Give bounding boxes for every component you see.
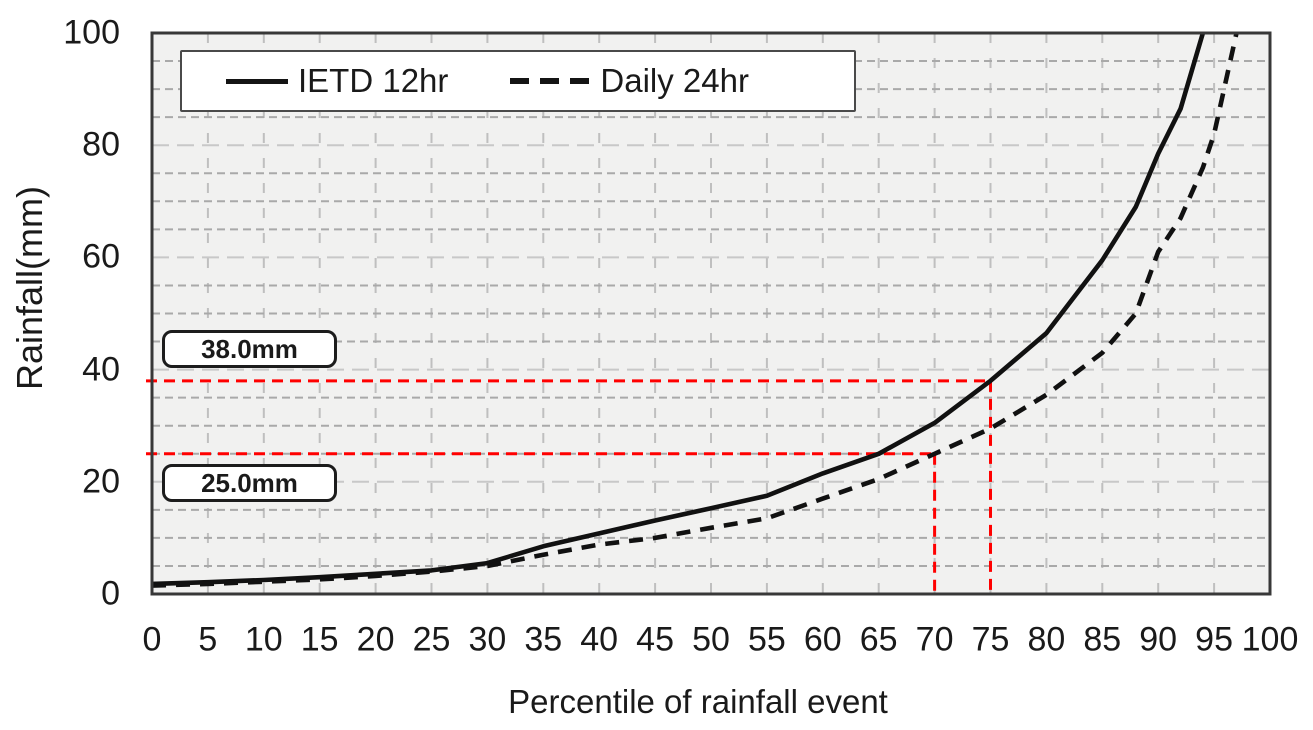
x-tick-label: 25 — [412, 620, 451, 659]
x-tick-label: 40 — [580, 620, 619, 659]
x-tick-label: 55 — [747, 620, 786, 659]
y-tick-label: 40 — [82, 350, 120, 389]
y-tick-label: 100 — [63, 13, 120, 52]
x-tick-label: 0 — [142, 620, 162, 659]
x-axis-title: Percentile of rainfall event — [508, 683, 888, 720]
x-tick-label: 35 — [524, 620, 563, 659]
callout-25mm: 25.0mm — [162, 464, 337, 502]
legend-item-daily-24hr: Daily 24hr — [510, 62, 749, 100]
x-tick-label: 65 — [859, 620, 898, 659]
y-tick-label: 20 — [82, 462, 120, 501]
x-tick-label: 45 — [636, 620, 675, 659]
x-tick-label: 30 — [468, 620, 507, 659]
x-tick-label: 80 — [1027, 620, 1066, 659]
x-tick-label: 70 — [915, 620, 954, 659]
x-tick-label: 75 — [971, 620, 1010, 659]
x-tick-label: 100 — [1241, 620, 1299, 659]
callout-38mm: 38.0mm — [162, 330, 337, 368]
x-tick-label: 95 — [1195, 620, 1234, 659]
y-tick-label: 60 — [82, 237, 120, 276]
x-tick-label: 85 — [1083, 620, 1122, 659]
x-tick-label: 50 — [692, 620, 730, 659]
x-tick-label: 60 — [803, 620, 842, 659]
plot-border — [150, 31, 1272, 596]
legend-item-ietd-12hr: IETD 12hr — [226, 62, 448, 100]
legend: IETD 12hr Daily 24hr — [180, 50, 856, 112]
dashed-line-sample-icon — [510, 78, 591, 84]
solid-line-sample-icon — [226, 78, 288, 84]
y-tick-label: 0 — [101, 574, 120, 613]
x-tick-label: 20 — [356, 620, 395, 659]
x-tick-label: 10 — [244, 620, 283, 659]
y-tick-label: 80 — [82, 125, 120, 164]
x-tick-label: 15 — [300, 620, 339, 659]
legend-label: IETD 12hr — [298, 62, 449, 99]
x-tick-label: 5 — [198, 620, 218, 659]
series-dashed-line — [151, 32, 1239, 588]
legend-label: Daily 24hr — [600, 62, 749, 99]
x-tick-label: 90 — [1139, 620, 1178, 659]
